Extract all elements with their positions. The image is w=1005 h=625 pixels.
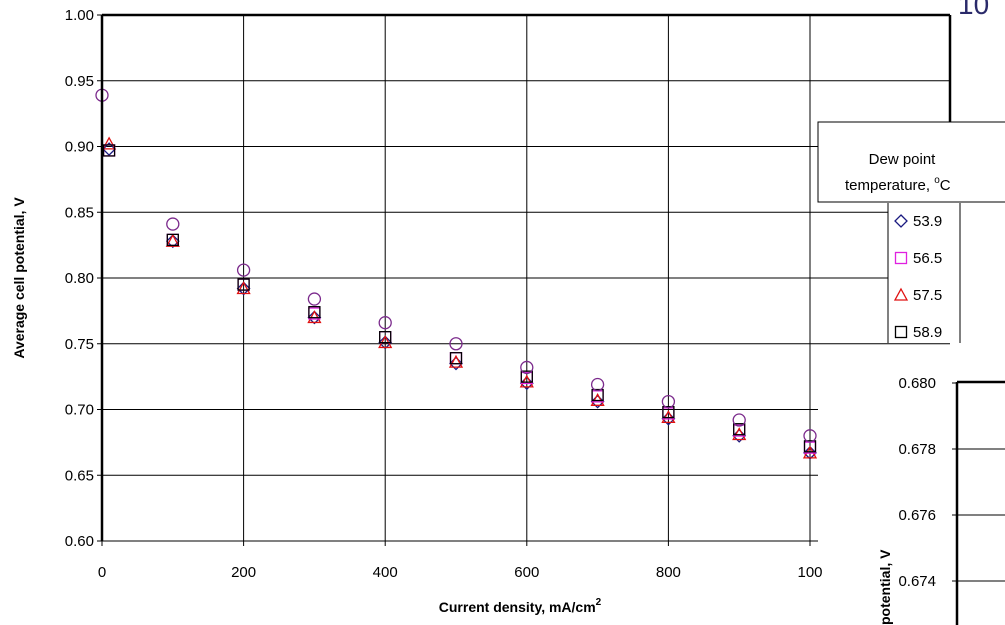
data-point-58.9-square [166, 233, 179, 247]
data-point-58.9-square [237, 278, 250, 291]
inset-y-tick-label: 0.676 [898, 507, 936, 524]
data-point-57.5-triangle [307, 310, 322, 324]
data-point-extra-circle [732, 413, 746, 427]
legend-item-58.9: 58.9 [894, 324, 942, 341]
data-point-extra-circle [378, 316, 392, 330]
legend-marker-square [894, 325, 908, 339]
x-tick-label: 0 [98, 564, 106, 581]
legend-label: 58.9 [913, 324, 942, 341]
main-x-axis-label-sup: 2 [596, 597, 602, 608]
data-point-57.5-triangle [661, 410, 676, 424]
x-tick-label: 100 [797, 564, 822, 581]
data-point-53.9-diamond [590, 394, 605, 409]
data-point-53.9-diamond [519, 376, 534, 391]
main-x-ticks: 0 200 400 600 800 100 [98, 541, 823, 581]
legend-title-line1: Dew point [869, 151, 937, 168]
main-x-axis-label: Current density, mA/cm2 [439, 597, 602, 615]
legend-item-57.5: 57.5 [893, 287, 942, 304]
main-chart: 0.600.650.700.750.800.850.900.951.00 0 20… [11, 7, 952, 615]
main-y-ticks: 0.60 0.65 0.70 0.75 0.80 0.85 0.90 0.95 1.00 [65, 7, 102, 550]
data-point-57.5-triangle [378, 335, 393, 349]
legend-label: 57.5 [913, 287, 942, 304]
legend-marker-triangle [893, 287, 909, 301]
x-tick-label: 800 [656, 564, 681, 581]
data-point-extra-circle [166, 217, 180, 231]
data-point-53.9-diamond [236, 281, 251, 296]
x-tick-label: 400 [373, 564, 398, 581]
data-point-57.5-triangle [101, 136, 117, 150]
data-point-53.9-diamond [661, 411, 676, 426]
y-tick-label: 0.75 [65, 336, 94, 353]
legend-title-box: Dew point temperature, oC [817, 121, 1005, 203]
data-point-57.5-triangle [165, 233, 180, 247]
data-point-58.9-square [449, 352, 463, 365]
x-tick-label: 600 [514, 564, 539, 581]
data-point-57.5-triangle [519, 374, 534, 388]
data-point-57.5-triangle [732, 427, 747, 441]
legend-title-line2: temperature, oC [845, 175, 951, 194]
data-point-58.9-square [803, 440, 817, 453]
main-data-marks [95, 88, 818, 460]
inset-y-tick-label: 0.678 [898, 441, 936, 458]
data-point-extra-circle [236, 263, 251, 277]
data-point-extra-circle [590, 377, 605, 392]
legend-item-56.5: 56.5 [894, 250, 942, 267]
legend: 53.9 56.5 57.5 58.9 [887, 203, 961, 343]
legend-marker-square [894, 251, 908, 265]
data-point-53.9-diamond [102, 142, 116, 157]
y-tick-label: 0.70 [65, 402, 94, 419]
inset-y-ticks: 0.680 0.678 0.676 0.674 [898, 375, 1005, 590]
data-point-57.5-triangle [448, 354, 464, 368]
data-point-53.9-diamond [449, 356, 463, 371]
data-point-extra-circle [520, 360, 534, 375]
legend-title-unit: C [940, 177, 951, 194]
data-point-58.9-square [591, 388, 604, 402]
data-point-57.5-triangle [236, 281, 251, 295]
data-point-53.9-diamond [307, 310, 322, 325]
y-tick-label: 0.95 [65, 73, 94, 90]
legend-marker-diamond [894, 214, 908, 228]
legend-label: 56.5 [913, 250, 942, 267]
data-point-57.5-triangle [590, 392, 605, 406]
legend-item-53.9: 53.9 [894, 213, 942, 230]
y-tick-label: 0.65 [65, 467, 94, 484]
main-y-axis-label: Average cell potential, V [11, 197, 27, 359]
data-point-53.9-diamond [165, 234, 180, 249]
data-point-extra-circle [661, 394, 676, 409]
y-tick-label: 0.80 [65, 270, 94, 287]
data-point-58.9-square [520, 370, 533, 383]
legend-title-sup: o [934, 175, 940, 186]
data-point-extra-circle [449, 337, 463, 351]
data-point-58.9-square [662, 405, 675, 419]
data-point-extra-circle [803, 429, 817, 443]
corner-title-fragment: 10 [958, 0, 989, 20]
y-tick-label: 0.90 [65, 139, 94, 156]
main-grid [102, 15, 950, 541]
data-point-58.9-square [308, 306, 321, 319]
data-point-58.9-square [102, 144, 116, 157]
inset-chart: 0.680 0.678 0.676 0.674 potential, V [877, 375, 1005, 625]
legend-label: 53.9 [913, 213, 942, 230]
inset-y-tick-label: 0.674 [898, 573, 936, 590]
data-point-58.9-square [733, 423, 746, 436]
x-tick-label: 200 [231, 564, 256, 581]
data-point-53.9-diamond [378, 335, 393, 350]
inset-y-axis-label: potential, V [877, 549, 893, 625]
y-tick-label: 0.60 [65, 533, 94, 550]
data-point-extra-circle [307, 292, 322, 306]
y-tick-label: 0.85 [65, 204, 94, 221]
y-tick-label: 1.00 [65, 7, 94, 24]
inset-y-tick-label: 0.680 [898, 375, 936, 392]
data-point-53.9-diamond [732, 428, 747, 443]
data-point-53.9-diamond [803, 445, 817, 460]
data-point-58.9-square [379, 331, 392, 344]
